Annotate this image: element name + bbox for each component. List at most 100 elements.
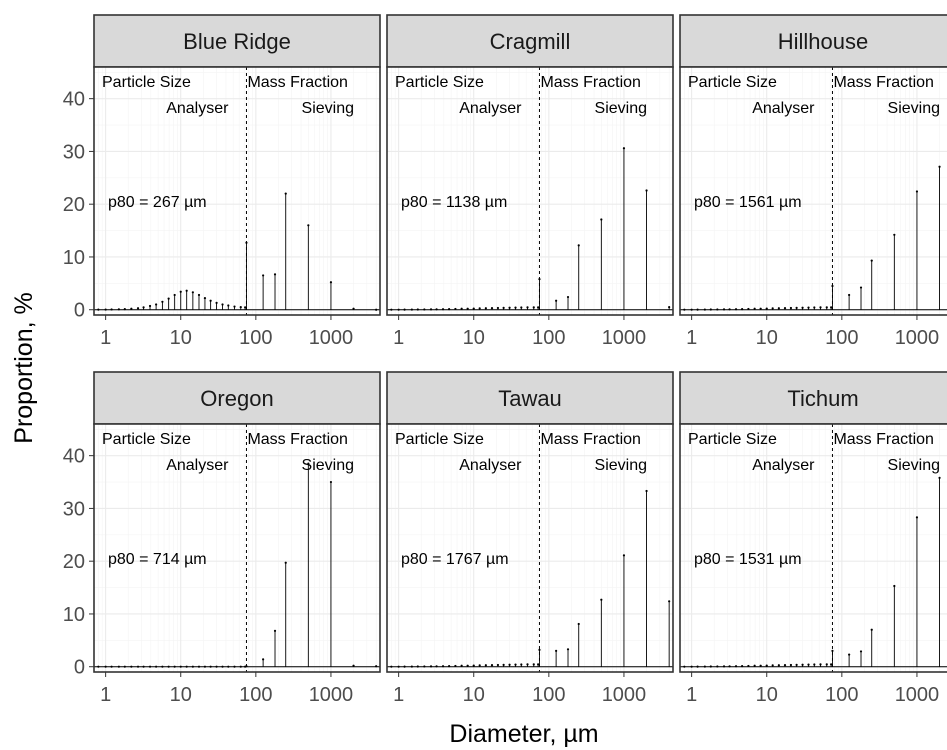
sieve-stem-point [555,649,558,652]
sieve-stem-point [859,286,863,289]
x-tick-label: 100 [239,684,272,706]
x-tick-label: 1000 [309,327,354,349]
method-label-sieve-2: Sieving [888,457,940,474]
psa-stem-point [185,665,188,668]
psa-stem-point [179,290,182,293]
sieve-stem-point [600,598,603,601]
sieve-stem-point [870,628,873,631]
method-label-psa-2: Analyser [752,100,815,117]
facet-title: Tawau [498,386,562,411]
sieve-stem-point [622,147,626,150]
psa-stem-point [155,303,158,306]
cutoff-stem-point [831,284,834,288]
method-label-sieve: Mass Fraction [247,74,347,91]
panel-border [93,66,381,316]
y-tick-label: 40 [63,89,85,111]
psa-stem-point [771,307,774,310]
x-tick-label: 100 [239,327,272,349]
psa-stem-point [203,665,207,668]
psa-stem-point [416,308,419,311]
facet-strip [679,14,947,68]
facet-panels: Blue Ridge Particle Size Analyser Mass Frac… [63,14,947,706]
psa-stem-point [460,664,463,667]
facet-strip [386,14,674,68]
sieve-stem-point [600,218,603,221]
method-label-sieve: Mass Fraction [833,74,933,91]
method-label-psa: Particle Size [688,431,777,448]
psa-stem-point [484,664,487,667]
p80-label: p80 = 1561 µm [694,194,802,211]
method-label-sieve: Mass Fraction [833,431,933,448]
psa-stem-point [209,299,212,302]
psa-stem-point [203,297,207,300]
sieve-stem-point [915,516,919,519]
method-label-sieve-2: Sieving [302,100,354,117]
psa-stem-point [532,306,535,309]
sieve-stem-point [645,489,648,493]
psa-stem-point [441,308,445,311]
psa-stem-point [722,665,726,668]
psa-stem-point [403,308,406,311]
sieve-stem-point [870,259,873,262]
panel-background [680,424,947,672]
psa-stem-point [441,665,445,668]
sieve-stem-point [329,480,333,484]
psa-stem-point [703,308,706,311]
panel-border [93,423,381,673]
psa-stem-point [161,300,164,303]
psa-stem-point [215,301,218,304]
sieve-stem-point [329,281,333,284]
psa-stem-point [148,304,152,308]
psa-stem-point [819,306,822,309]
psa-stem-point [403,665,406,668]
psa-stem-point [423,308,426,311]
x-tick-label: 10 [463,684,485,706]
psa-stem-point [825,306,828,309]
psa-stem-point [741,307,744,311]
psa-stem-point [435,665,438,668]
sieve-stem-point [645,189,648,192]
x-tick-label: 100 [825,684,858,706]
panel-border [386,423,674,673]
psa-stem-point [239,665,242,668]
psa-stem-point [696,308,699,311]
x-tick-label: 1 [393,327,404,349]
sieve-stem-point [668,305,671,309]
psa-stem-point [514,663,517,666]
p80-label: p80 = 714 µm [108,551,207,568]
facet-title: Hillhouse [778,29,869,54]
x-tick-label: 10 [756,684,778,706]
method-label-sieve-2: Sieving [595,457,647,474]
sieve-stem-point [352,664,355,667]
psa-stem-point [466,664,469,667]
psa-stem-point [514,306,517,309]
method-label-sieve-2: Sieving [302,457,354,474]
x-tick-label: 1 [100,327,111,349]
psa-stem-point [227,304,230,307]
cutoff-stem-point [538,278,541,281]
psa-stem-point [173,293,176,297]
psa-stem-point [448,307,451,311]
psa-stem-point [197,293,201,297]
psa-stem-point [783,664,787,667]
psa-stem-point [759,307,762,310]
p80-label: p80 = 267 µm [108,194,207,211]
psa-stem-point [484,307,487,310]
panel-border [386,66,674,316]
sieve-stem-point [307,462,310,465]
psa-stem-point [472,664,475,667]
sieve-stem-point [566,295,570,299]
psa-stem-point [490,664,494,667]
psa-stem-point [734,665,738,668]
x-tick-label: 100 [825,327,858,349]
psa-stem-point [532,663,535,666]
psa-stem-point [722,308,726,311]
facet-hillhouse: Hillhouse Particle Size Analyser Mass Fract… [679,14,947,349]
method-label-psa-2: Analyser [459,457,522,474]
psa-stem-point [435,308,438,311]
y-tick-label: 0 [74,300,85,322]
psa-stem-point [771,664,774,667]
method-label-sieve: Mass Fraction [247,431,347,448]
psa-stem-point [777,307,780,310]
facet-blue-ridge: Blue Ridge Particle Size Analyser Mass Frac… [63,14,381,349]
